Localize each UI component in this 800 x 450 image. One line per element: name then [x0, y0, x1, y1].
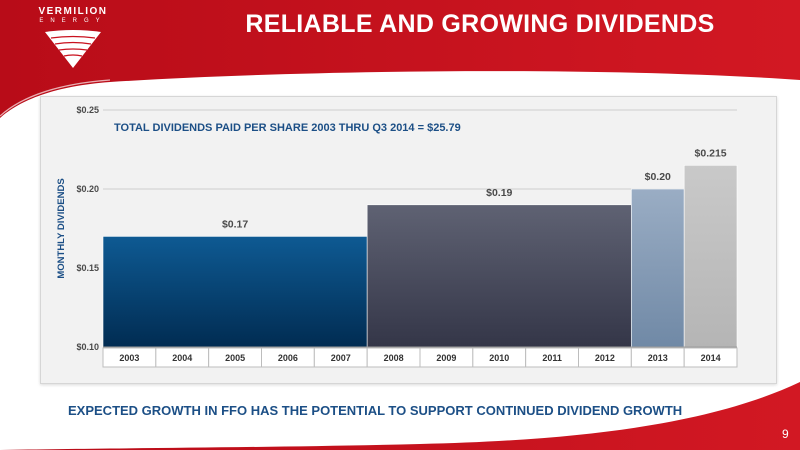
dividend-bar — [102, 236, 368, 348]
company-logo: VERMILION ENERGY — [14, 6, 132, 76]
chart-title: TOTAL DIVIDENDS PAID PER SHARE 2003 THRU… — [114, 122, 461, 134]
bar-value-label: $0.19 — [486, 187, 512, 199]
y-axis-label: MONTHLY DIVIDENDS — [56, 178, 67, 278]
bar-value-label: $0.17 — [222, 218, 248, 230]
y-tick-label: $0.20 — [76, 184, 99, 194]
x-tick-label: 2013 — [648, 353, 668, 363]
x-tick-label: 2011 — [542, 353, 562, 363]
y-tick-label: $0.10 — [76, 342, 99, 352]
logo-mark-icon — [45, 30, 101, 68]
x-tick-label: 2005 — [225, 353, 245, 363]
y-tick-label: $0.25 — [76, 105, 99, 115]
bar-value-label: $0.215 — [695, 147, 727, 159]
y-tick-label: $0.15 — [76, 263, 99, 273]
page-number: 9 — [782, 427, 789, 441]
dividend-chart: $0.10 $0.15 $0.20 $0.25 MONTHLY DIVIDENDS TOT… — [56, 105, 738, 368]
x-tick-label: 2008 — [384, 353, 404, 363]
x-tick-label: 2009 — [436, 353, 456, 363]
dividend-bar — [631, 188, 685, 348]
x-tick-label: 2003 — [119, 353, 139, 363]
chart-panel: $0.10 $0.15 $0.20 $0.25 MONTHLY DIVIDENDS TOT… — [40, 96, 777, 384]
logo-subtitle: ENERGY — [39, 18, 107, 24]
dividend-bar — [366, 204, 632, 348]
x-tick-label: 2007 — [331, 353, 351, 363]
x-tick-label: 2004 — [172, 353, 192, 363]
x-tick-label: 2014 — [701, 353, 721, 363]
slide-title: RELIABLE AND GROWING DIVIDENDS — [245, 10, 715, 38]
x-tick-label: 2012 — [595, 353, 615, 363]
dividend-bar — [683, 165, 738, 348]
logo-name: VERMILION — [38, 6, 108, 17]
x-tick-label: 2010 — [489, 353, 509, 363]
bar-value-label: $0.20 — [645, 171, 671, 183]
x-tick-label: 2006 — [278, 353, 298, 363]
x-tick-box — [683, 347, 738, 368]
footer-statement: EXPECTED GROWTH IN FFO HAS THE POTENTIAL… — [68, 403, 683, 418]
